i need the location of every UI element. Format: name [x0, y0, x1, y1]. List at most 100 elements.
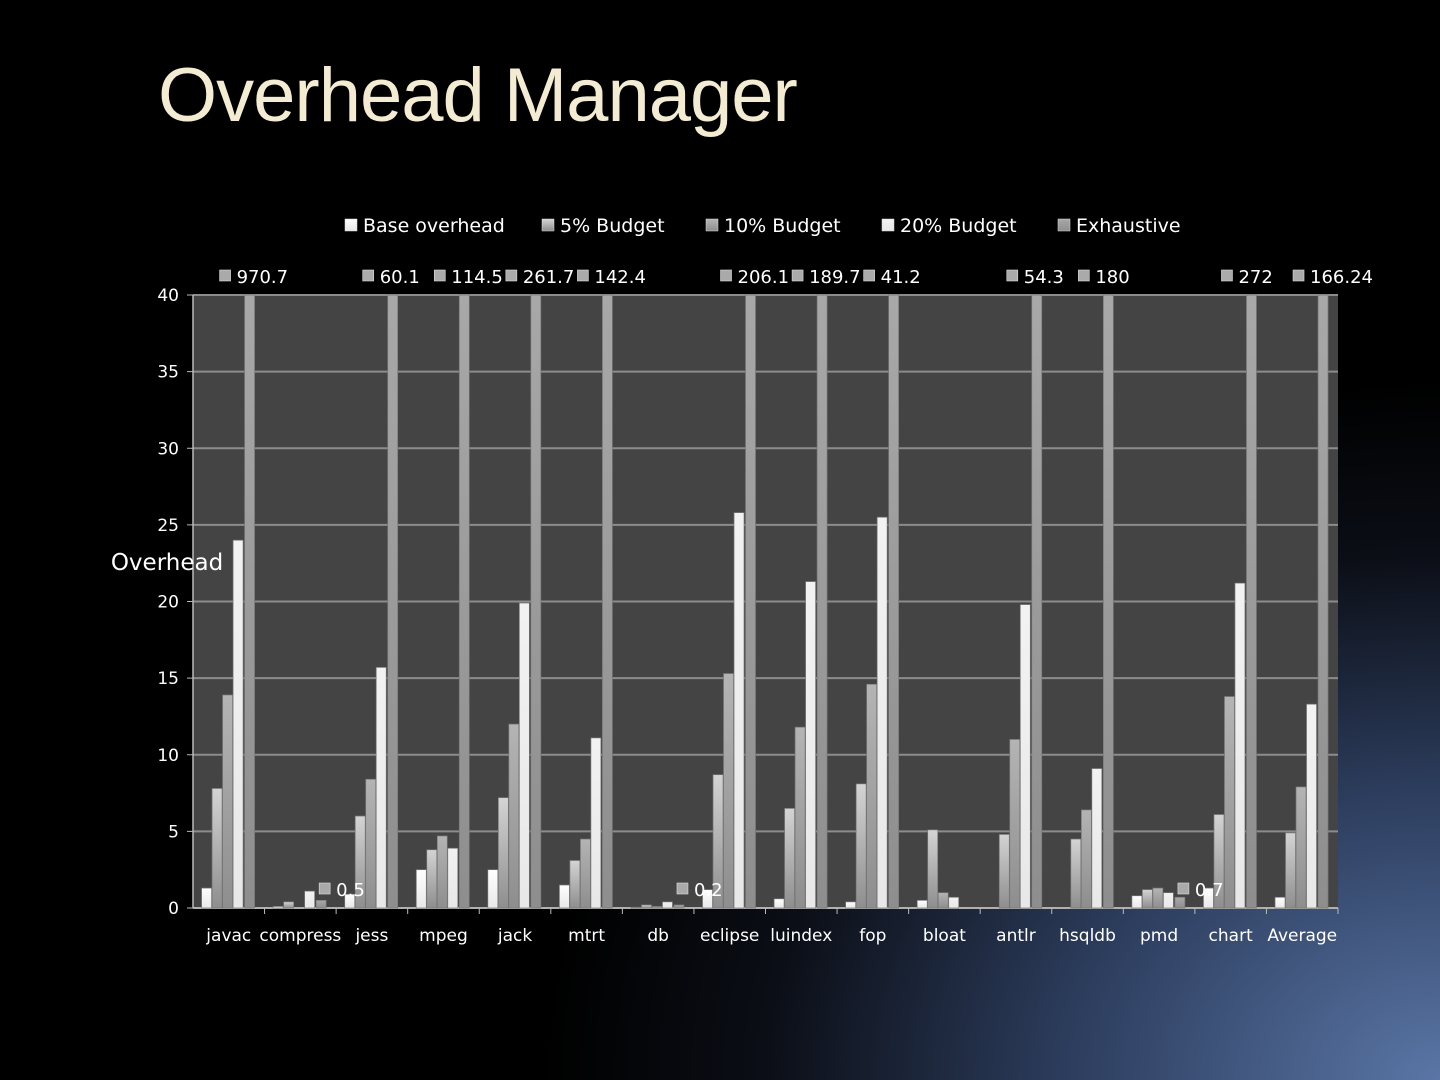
y-tick-label: 10: [157, 746, 179, 766]
data-label-marker: [1221, 269, 1233, 282]
bar-base-overhead: [487, 869, 499, 909]
data-label-marker: [720, 269, 732, 282]
bar-base-overhead: [559, 884, 570, 909]
legend-marker: [1057, 218, 1071, 232]
bar-exhaustive: [745, 294, 756, 909]
bar-5-budget: [1213, 814, 1225, 909]
bar-10-budget: [1080, 809, 1092, 909]
bar-5-budget: [712, 774, 724, 909]
bar-base-overhead: [916, 899, 928, 909]
bar-exhaustive: [315, 899, 327, 909]
x-tick-label: db: [647, 926, 669, 946]
bar-base-overhead: [1131, 895, 1143, 909]
y-axis-label: Overhead: [111, 550, 223, 576]
bar-exhaustive: [387, 294, 399, 909]
bar-5-budget: [426, 849, 438, 909]
bar-20-budget: [1019, 604, 1031, 909]
bar-exhaustive: [602, 294, 613, 909]
data-label: 142.4: [594, 267, 646, 288]
data-label-marker: [1078, 269, 1090, 282]
bar-base-overhead: [630, 906, 642, 909]
bar-20-budget: [518, 602, 530, 909]
y-tick-label: 20: [157, 593, 179, 613]
y-tick-label: 15: [157, 669, 179, 689]
bar-20-budget: [948, 896, 960, 909]
data-label: 0.7: [1195, 880, 1224, 901]
y-tick-label: 5: [168, 822, 179, 842]
bar-5-budget: [354, 815, 366, 909]
bar-10-budget: [508, 723, 520, 909]
bar-5-budget: [998, 834, 1010, 909]
data-label-marker: [676, 882, 689, 895]
bar-exhaustive: [1246, 294, 1257, 909]
bar-10-budget: [1224, 696, 1235, 909]
bar-20-budget: [232, 539, 244, 909]
slide-title: Overhead Manager: [158, 53, 798, 138]
bar-5-budget: [283, 901, 294, 909]
bar-base-overhead: [344, 893, 356, 909]
bar-exhaustive: [530, 294, 542, 909]
bar-20-budget: [733, 512, 745, 909]
bar-5-budget: [569, 860, 581, 909]
x-tick-label: pmd: [1140, 926, 1178, 946]
data-label: 189.7: [809, 267, 861, 288]
bar-10-budget: [866, 683, 878, 909]
bar-20-budget: [662, 901, 673, 909]
bar-5-budget: [784, 808, 795, 909]
bar-20-budget: [1234, 582, 1246, 909]
bar-exhaustive: [1174, 896, 1186, 909]
bar-20-budget: [1163, 892, 1174, 909]
bar-exhaustive: [1317, 294, 1329, 909]
bar-base-overhead: [415, 869, 427, 909]
data-label-marker: [219, 269, 231, 282]
bar-10-budget: [651, 906, 663, 909]
x-tick-label: mpeg: [419, 926, 468, 946]
bar-exhaustive: [888, 294, 900, 909]
bar-base-overhead: [845, 901, 857, 909]
x-tick-label: compress: [259, 926, 341, 946]
bar-20-budget: [805, 581, 816, 909]
bar-exhaustive: [673, 904, 685, 909]
bar-20-budget: [375, 667, 387, 909]
data-label: 180: [1095, 267, 1129, 288]
bar-5-budget: [855, 783, 867, 909]
bar-5-budget: [1142, 889, 1153, 909]
bar-base-overhead: [272, 906, 284, 909]
bar-10-budget: [937, 892, 949, 909]
bar-exhaustive: [458, 294, 470, 909]
x-tick-label: eclipse: [700, 926, 759, 946]
bar-10-budget: [580, 838, 591, 909]
x-tick-label: bloat: [923, 926, 966, 946]
bar-base-overhead: [702, 889, 713, 909]
bar-10-budget: [1295, 786, 1307, 909]
data-label: 272: [1238, 267, 1272, 288]
x-tick-label: jess: [354, 926, 388, 946]
legend-marker: [541, 218, 555, 232]
bar-20-budget: [1306, 703, 1317, 909]
legend-marker: [705, 218, 719, 232]
bar-base-overhead: [1203, 887, 1214, 909]
x-tick-label: chart: [1209, 926, 1254, 946]
bar-5-budget: [1285, 832, 1296, 909]
legend-marker: [344, 218, 358, 232]
bar-exhaustive: [816, 294, 828, 909]
data-label: 114.5: [451, 267, 503, 288]
data-label: 54.3: [1024, 267, 1064, 288]
data-label-marker: [577, 269, 589, 282]
bar-10-budget: [723, 673, 734, 909]
legend-label: 20% Budget: [900, 215, 1017, 237]
bar-20-budget: [1091, 768, 1103, 909]
data-label-marker: [318, 882, 331, 895]
x-tick-label: mtrt: [568, 926, 605, 946]
x-tick-label: luindex: [770, 926, 832, 946]
data-label: 0.2: [694, 880, 723, 901]
y-tick-label: 0: [168, 899, 179, 919]
data-label-marker: [1292, 269, 1305, 282]
bar-20-budget: [304, 890, 315, 909]
bar-10-budget: [794, 726, 806, 909]
data-label: 41.2: [881, 267, 921, 288]
legend-label: 5% Budget: [560, 215, 665, 237]
x-tick-label: antlr: [996, 926, 1036, 946]
bar-base-overhead: [1274, 896, 1286, 909]
